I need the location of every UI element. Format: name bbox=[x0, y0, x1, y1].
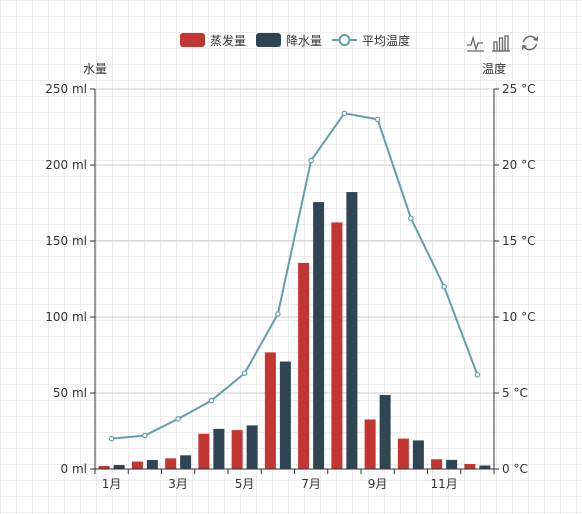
point[interactable] bbox=[275, 311, 281, 317]
y-left-axis: 0 ml 50 ml 100 ml 150 ml 200 ml 250 ml bbox=[45, 82, 96, 476]
legend-swatch-temperature-marker bbox=[338, 34, 351, 46]
point[interactable] bbox=[441, 283, 447, 290]
line-chart-icon[interactable] bbox=[466, 34, 484, 52]
bar[interactable] bbox=[113, 465, 125, 469]
y-left-tick-label: 0 ml bbox=[61, 462, 87, 476]
bar[interactable] bbox=[479, 465, 491, 469]
y-left-tick-label: 250 ml bbox=[45, 82, 87, 96]
bar[interactable] bbox=[279, 361, 291, 469]
bar[interactable] bbox=[180, 455, 192, 469]
point[interactable] bbox=[241, 370, 248, 377]
y-left-tick-label: 50 ml bbox=[53, 386, 87, 400]
x-tick-label: 1月 bbox=[102, 477, 122, 491]
legend-label-temperature: 平均温度 bbox=[362, 33, 410, 48]
y-left-tick-label: 200 ml bbox=[45, 158, 87, 172]
y-left-tick-label: 150 ml bbox=[45, 234, 87, 248]
point[interactable] bbox=[341, 110, 348, 117]
x-tick-label: 9月 bbox=[368, 477, 388, 491]
bar[interactable] bbox=[331, 222, 343, 469]
legend-swatch-precipitation bbox=[256, 33, 281, 47]
restore-icon[interactable] bbox=[520, 34, 540, 52]
toolbox bbox=[466, 34, 540, 52]
bar[interactable] bbox=[313, 202, 325, 469]
legend-item-precipitation[interactable]: 降水量 bbox=[256, 33, 322, 48]
x-axis: 1月 3月 5月 7月 9月 11月 bbox=[94, 468, 495, 491]
x-tick-label: 7月 bbox=[301, 477, 321, 491]
bar[interactable] bbox=[379, 394, 391, 469]
bar[interactable] bbox=[146, 460, 158, 469]
x-tick-label: 3月 bbox=[168, 477, 188, 491]
bar[interactable] bbox=[231, 430, 243, 469]
bar[interactable] bbox=[165, 458, 177, 469]
x-tick-label: 5月 bbox=[235, 477, 255, 491]
bar[interactable] bbox=[298, 262, 310, 469]
legend-label-precipitation: 降水量 bbox=[286, 34, 322, 48]
y-left-axis-title: 水量 bbox=[83, 62, 107, 76]
legend: 蒸发量 降水量 平均温度 bbox=[180, 33, 410, 48]
y-right-axis: 0 °C 5 °C 10 °C 15 °C 20 °C 25 °C bbox=[493, 82, 535, 476]
y-right-tick-label: 25 °C bbox=[502, 82, 535, 96]
gridlines bbox=[95, 88, 494, 394]
point[interactable] bbox=[308, 157, 314, 164]
bar[interactable] bbox=[431, 459, 443, 469]
bar[interactable] bbox=[464, 463, 476, 469]
bar[interactable] bbox=[446, 459, 458, 469]
bar[interactable] bbox=[246, 425, 258, 469]
bar-series-precipitation bbox=[113, 192, 491, 469]
point[interactable] bbox=[175, 416, 181, 422]
bar[interactable] bbox=[346, 192, 358, 469]
bar-chart-icon[interactable] bbox=[492, 34, 510, 52]
point[interactable] bbox=[208, 397, 215, 404]
temperature-line bbox=[111, 112, 479, 440]
y-right-tick-label: 15 °C bbox=[502, 234, 535, 248]
bar[interactable] bbox=[213, 428, 225, 469]
bar[interactable] bbox=[131, 461, 143, 469]
point[interactable] bbox=[108, 435, 115, 442]
y-right-tick-label: 20 °C bbox=[502, 158, 535, 172]
y-right-tick-label: 10 °C bbox=[502, 310, 535, 324]
y-right-tick-label: 0 °C bbox=[502, 462, 528, 476]
point[interactable] bbox=[474, 371, 481, 378]
bar-series-evaporation bbox=[98, 222, 476, 469]
x-tick-label: 11月 bbox=[430, 477, 457, 491]
legend-label-evaporation: 蒸发量 bbox=[210, 33, 246, 48]
point[interactable] bbox=[142, 432, 148, 439]
bar-series bbox=[98, 192, 491, 469]
line-series-temperature bbox=[108, 110, 481, 442]
y-right-tick-label: 5 °C bbox=[502, 386, 528, 400]
legend-item-temperature[interactable]: 平均温度 bbox=[332, 33, 410, 48]
legend-swatch-evaporation bbox=[180, 33, 205, 47]
bar[interactable] bbox=[98, 465, 110, 469]
point[interactable] bbox=[408, 215, 414, 222]
bar[interactable] bbox=[412, 440, 424, 469]
legend-item-evaporation[interactable]: 蒸发量 bbox=[180, 33, 246, 48]
y-left-tick-label: 100 ml bbox=[45, 310, 87, 324]
y-right-axis-title: 温度 bbox=[482, 61, 506, 76]
point[interactable] bbox=[374, 116, 381, 123]
bar[interactable] bbox=[397, 438, 409, 469]
bar[interactable] bbox=[198, 433, 210, 469]
bar[interactable] bbox=[364, 419, 376, 469]
bar[interactable] bbox=[264, 352, 276, 469]
